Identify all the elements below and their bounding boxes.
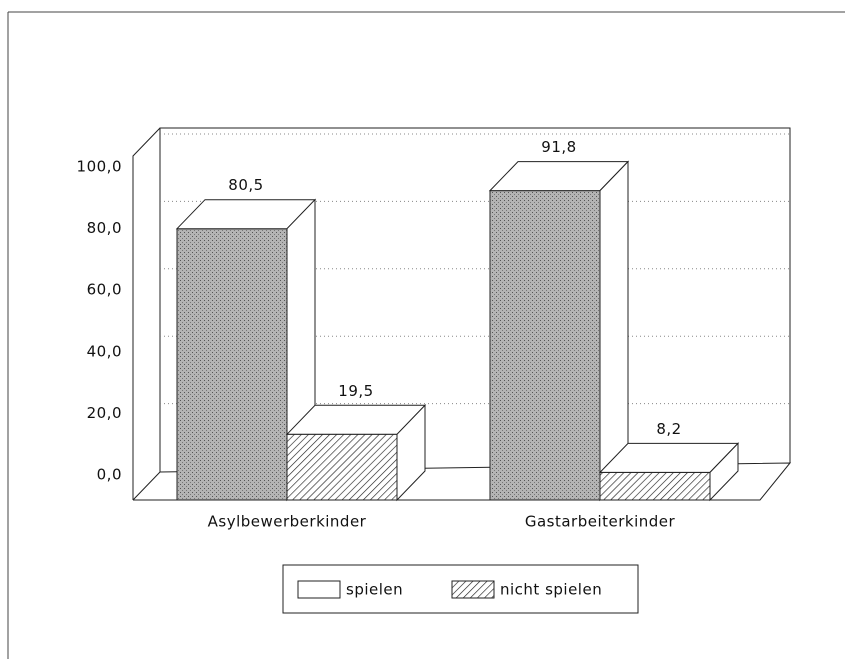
legend-label: spielen: [346, 581, 403, 599]
y-tick-label: 20,0: [87, 404, 122, 422]
legend-swatch: [451, 580, 495, 599]
floor-edge: [132, 471, 161, 501]
value-label: 91,8: [541, 138, 576, 156]
legend-swatch: [297, 580, 341, 599]
floor: [133, 462, 792, 501]
legend-label: nicht spielen: [500, 581, 602, 599]
bar-pattern: [600, 472, 710, 500]
value-label: 80,5: [228, 176, 263, 194]
legend-box: [282, 564, 639, 614]
value-label: 19,5: [338, 382, 373, 400]
y-tick-label: 0,0: [97, 466, 122, 484]
bar-pattern: [287, 434, 397, 500]
bar-pattern: [490, 190, 600, 500]
bar-side: [709, 442, 739, 502]
x-tick-label: Gastarbeiterkinder: [525, 513, 676, 531]
y-tick-label: 100,0: [77, 158, 122, 176]
y-tick-label: 80,0: [87, 219, 122, 237]
axes: [132, 127, 792, 501]
side-wall: [132, 127, 161, 500]
bar-pattern: [177, 228, 287, 500]
bar-side: [396, 404, 426, 502]
value-label: 8,2: [656, 420, 681, 438]
y-tick-label: 40,0: [87, 342, 122, 360]
y-tick-label: 60,0: [87, 281, 122, 299]
back-wall: [159, 127, 791, 472]
x-tick-label: Asylbewerberkinder: [208, 513, 367, 531]
